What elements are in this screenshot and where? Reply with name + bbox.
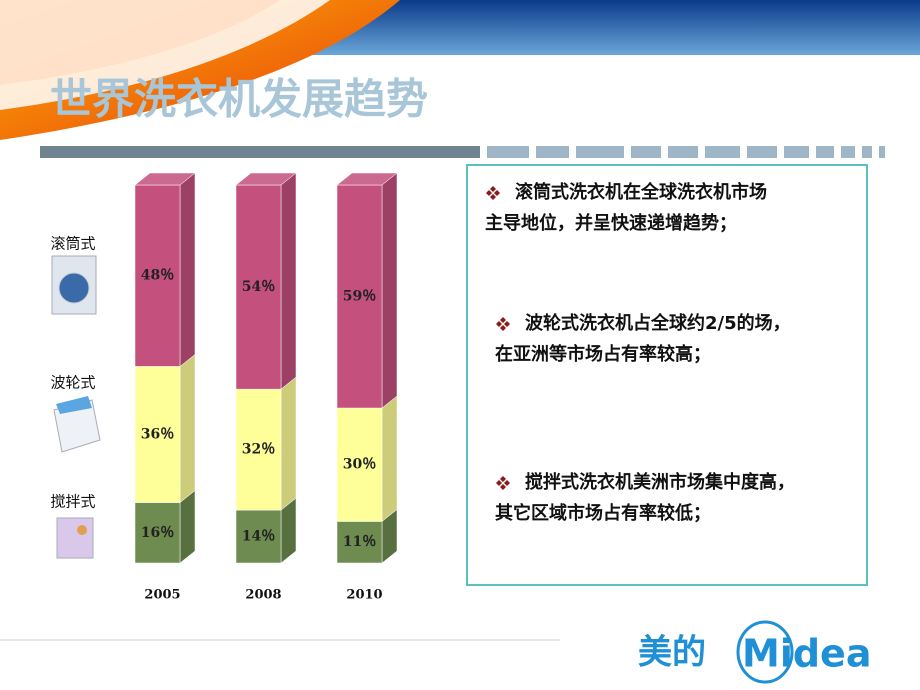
bullet-diamond [490, 194, 496, 200]
bar-segment [235, 388, 282, 511]
value-label: 11％ [343, 534, 376, 550]
header-swirl-inner [0, 0, 280, 85]
note-box [466, 164, 868, 586]
bar-top [336, 172, 398, 186]
bullet-diamond [486, 190, 492, 196]
bullet-diamond [496, 321, 502, 327]
bar-segment [235, 509, 282, 564]
bullet-icon [496, 476, 510, 490]
logo-ring [736, 620, 794, 684]
bar-segment [336, 521, 383, 564]
bar-segment [134, 184, 181, 367]
annotation-line: 波轮式洗衣机占全球约2/5的场， [525, 312, 791, 334]
annotation-line: 在亚洲等市场占有率较高； [495, 343, 711, 365]
bar-top [134, 172, 196, 186]
legend-label: 滚筒式 [50, 235, 95, 253]
annotation-line: 滚筒式洗衣机在全球洗衣机市场 [515, 181, 767, 203]
bar-side [381, 395, 398, 522]
bar-side [381, 172, 398, 409]
value-label: 48％ [141, 268, 174, 284]
bar-segment [336, 407, 383, 522]
agitator-icon [56, 517, 94, 559]
value-label: 30％ [343, 457, 376, 473]
bar-side [179, 172, 196, 367]
x-tick-label: 2010 [346, 588, 382, 603]
bar-side [280, 376, 297, 511]
bullet-icon [496, 317, 510, 331]
bullet-diamond [500, 476, 506, 482]
value-label: 59％ [343, 289, 376, 305]
slide-title: 世界洗衣机发展趋势 [50, 75, 428, 124]
bullet-diamond [504, 321, 510, 327]
pulsator-icon [53, 396, 101, 453]
bullet-diamond [500, 317, 506, 323]
value-label: 14％ [242, 529, 275, 545]
bar-side [179, 489, 196, 564]
x-tick-label: 2008 [245, 588, 281, 603]
legend-label: 搅拌式 [50, 493, 95, 511]
divider [40, 146, 480, 158]
annotation-line: 搅拌式洗衣机美洲市场集中度高， [525, 471, 795, 493]
divider-segments [487, 146, 885, 158]
legend-label: 波轮式 [50, 374, 95, 392]
bullet-diamond [496, 480, 502, 486]
bullet-diamond [494, 190, 500, 196]
bullet-diamond [504, 480, 510, 486]
annotation-line: 主导地位，并呈快速递增趋势； [485, 212, 737, 234]
bullet-diamond [500, 325, 506, 331]
bar-segment [336, 184, 383, 409]
bar-side [179, 353, 196, 504]
bar-segment [134, 502, 181, 564]
bullet-icon [486, 186, 500, 200]
logo-en: Midea [742, 632, 871, 676]
annotation-line: 其它区域市场占有率较低； [495, 502, 711, 524]
bullet-diamond [490, 186, 496, 192]
value-label: 32％ [242, 442, 275, 458]
value-label: 16％ [141, 525, 174, 541]
bar-segment [235, 184, 282, 390]
value-label: 36％ [141, 426, 174, 442]
bar-top [235, 172, 297, 186]
bar-side [280, 172, 297, 390]
bullet-diamond [500, 484, 506, 490]
bar-segment [134, 366, 181, 503]
x-tick-label: 2005 [144, 588, 180, 603]
drum-icon [51, 255, 97, 315]
value-label: 54％ [242, 279, 275, 295]
logo-cn: 美的 [638, 633, 706, 673]
